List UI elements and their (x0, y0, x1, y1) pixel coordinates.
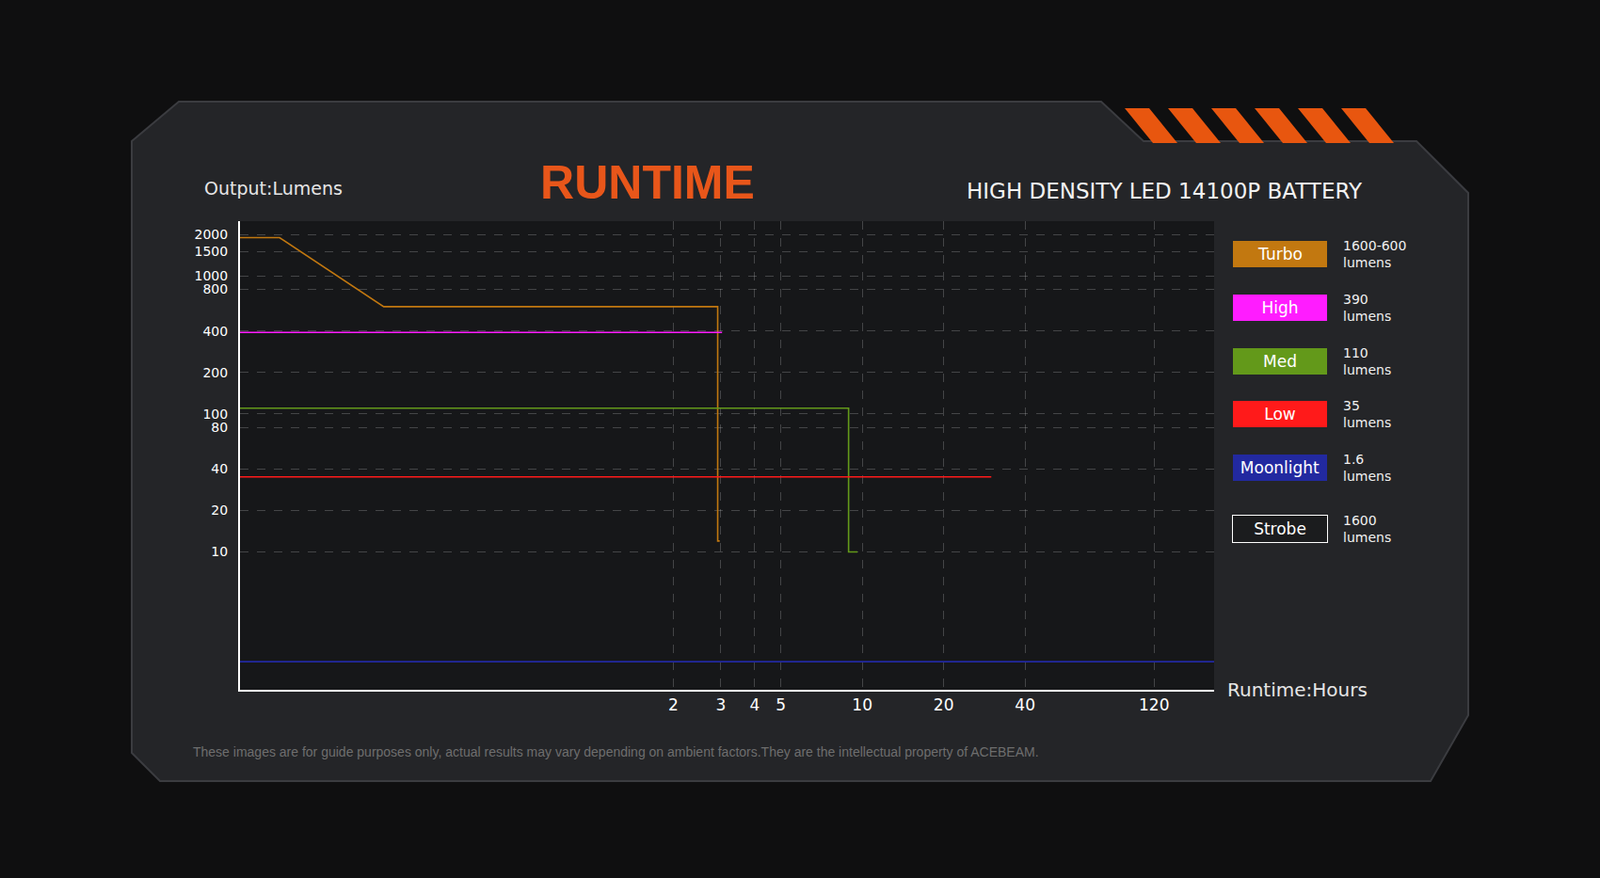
svg-text:1500: 1500 (194, 243, 229, 259)
svg-text:40: 40 (210, 461, 228, 477)
svg-text:120: 120 (1138, 695, 1169, 715)
svg-text:1.6lumens: 1.6lumens (1343, 451, 1392, 484)
svg-text:Med: Med (1263, 352, 1297, 371)
svg-text:800: 800 (202, 281, 228, 297)
svg-text:10: 10 (851, 695, 873, 715)
svg-text:40: 40 (1014, 695, 1036, 715)
svg-text:High: High (1261, 298, 1298, 318)
svg-text:Turbo: Turbo (1257, 244, 1303, 264)
svg-text:20: 20 (933, 695, 955, 715)
svg-text:HIGH DENSITY LED 14100P BATTER: HIGH DENSITY LED 14100P BATTERY (966, 178, 1363, 204)
svg-text:Runtime:Hours: Runtime:Hours (1227, 678, 1368, 702)
svg-text:390lumens: 390lumens (1343, 291, 1392, 324)
svg-text:400: 400 (202, 323, 228, 339)
svg-text:1000: 1000 (194, 268, 229, 284)
svg-text:3: 3 (716, 695, 727, 715)
svg-text:4: 4 (749, 695, 760, 715)
svg-text:5: 5 (775, 695, 786, 715)
svg-text:10: 10 (210, 544, 228, 560)
svg-text:These images are for guide pur: These images are for guide purposes only… (192, 744, 1040, 760)
svg-text:20: 20 (210, 502, 228, 518)
svg-text:80: 80 (210, 419, 228, 435)
svg-text:200: 200 (202, 365, 228, 381)
svg-text:Output:Lumens: Output:Lumens (204, 177, 343, 199)
svg-text:Strobe: Strobe (1253, 519, 1307, 539)
svg-text:100: 100 (202, 406, 228, 422)
svg-text:Moonlight: Moonlight (1240, 458, 1320, 478)
svg-text:1600-600lumens: 1600-600lumens (1343, 238, 1407, 271)
svg-text:35lumens: 35lumens (1343, 398, 1392, 431)
svg-text:RUNTIME: RUNTIME (540, 156, 755, 209)
svg-text:2000: 2000 (194, 226, 229, 242)
svg-text:110lumens: 110lumens (1343, 345, 1392, 378)
svg-text:2: 2 (668, 695, 679, 715)
svg-text:Low: Low (1264, 404, 1296, 424)
svg-text:1600lumens: 1600lumens (1343, 512, 1392, 545)
